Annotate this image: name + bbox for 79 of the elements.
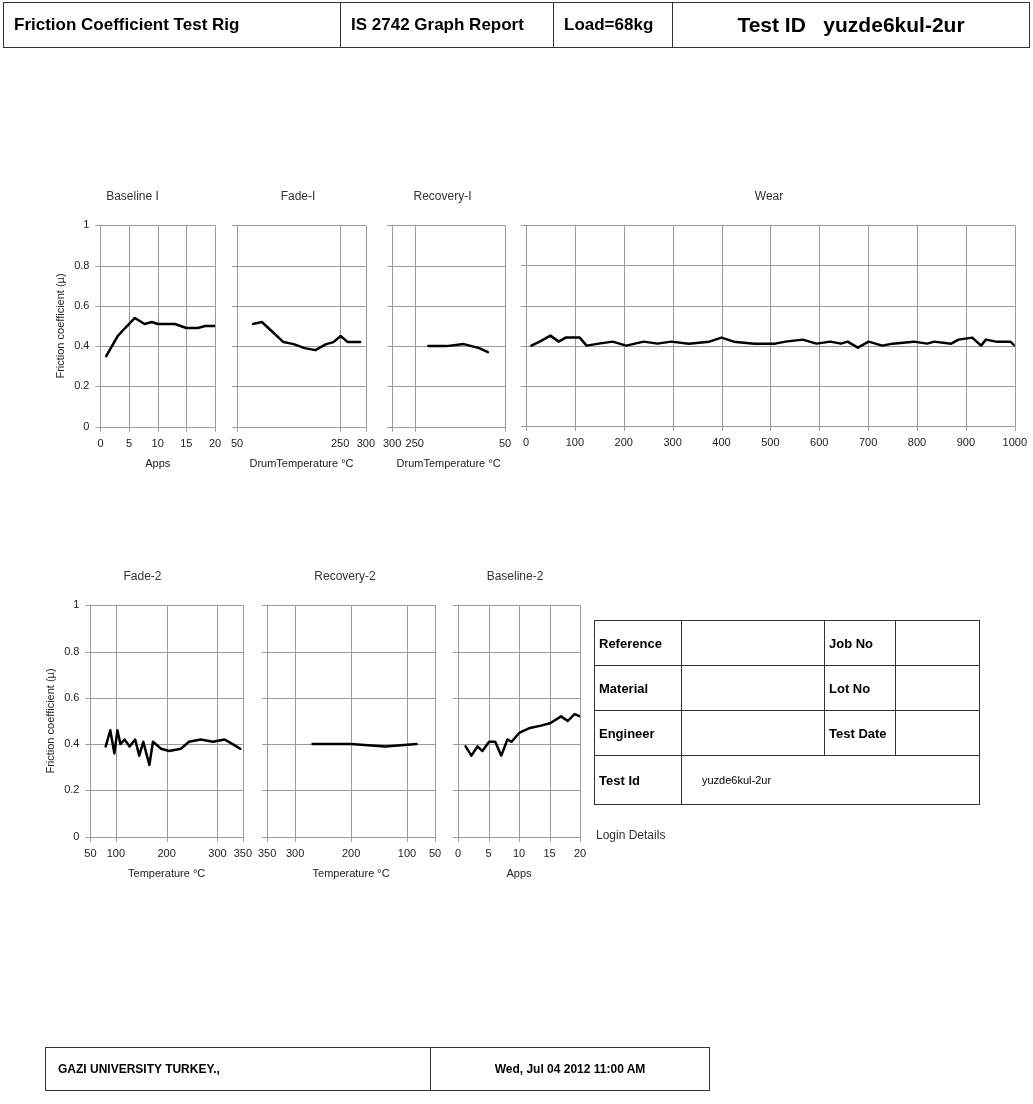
y-tick-label: 1 <box>83 218 90 231</box>
x-tick-label: 10 <box>151 437 164 450</box>
x-tick-label: 250 <box>405 437 424 450</box>
y-tick-label: 0.4 <box>74 339 90 352</box>
x-tick-label: 15 <box>180 437 193 450</box>
x-tick-label: 100 <box>565 436 585 449</box>
text: Wed, Jul 04 2012 11:00 AM <box>493 1061 647 1078</box>
x-tick-label: 50 <box>428 847 442 860</box>
x-tick-label: 250 <box>330 437 350 450</box>
x-tick-label: 5 <box>126 437 133 450</box>
text: Test ID yuzde6kul-2ur <box>736 12 966 38</box>
y-tick-label: 0.4 <box>64 737 80 750</box>
x-tick-label: 5 <box>485 847 492 860</box>
text: Test Id <box>594 755 682 805</box>
y-tick-label: 0.2 <box>74 379 90 392</box>
text: Lot No <box>824 665 896 711</box>
x-tick-label: 0 <box>454 847 462 860</box>
text: Friction Coefficient Test Rig <box>4 3 341 47</box>
y-tick-label: 0.8 <box>64 644 80 657</box>
x-tick-label: 800 <box>907 436 927 449</box>
x-tick-label: 900 <box>956 436 976 449</box>
x-tick-label: 300 <box>663 436 682 449</box>
x-axis-title: Apps <box>506 867 533 880</box>
x-tick-label: 700 <box>858 436 878 449</box>
y-tick-label: 0 <box>83 419 90 432</box>
x-tick-label: 50 <box>230 437 244 450</box>
x-tick-label: 350 <box>258 847 277 860</box>
x-axis-title: DrumTemperature °C <box>249 457 354 470</box>
text: Load=68kg <box>554 3 673 47</box>
x-tick-label: 100 <box>397 847 417 860</box>
y-tick-label: 1 <box>73 598 80 611</box>
y-tick-label: 0 <box>73 829 80 842</box>
y-tick-label: 0.8 <box>74 258 90 271</box>
x-tick-label: 200 <box>157 847 176 860</box>
x-axis-title: Apps <box>145 457 171 470</box>
text: Login Details <box>596 828 667 842</box>
x-tick-label: 0 <box>97 437 104 450</box>
x-tick-label: 350 <box>233 847 252 860</box>
x-tick-label: 200 <box>341 847 361 860</box>
x-tick-label: 15 <box>543 847 556 860</box>
x-axis-title: DrumTemperature °C <box>396 457 501 470</box>
text: IS 2742 Graph Report <box>341 3 554 47</box>
text: Reference <box>594 620 682 666</box>
x-tick-label: 600 <box>810 436 829 449</box>
x-tick-label: 300 <box>383 437 402 450</box>
x-axis-title: Temperature °C <box>312 867 390 880</box>
y-axis-title: Friction coefficient (µ) <box>53 273 66 379</box>
x-axis-title: Temperature °C <box>128 867 206 880</box>
x-tick-label: 1000 <box>1002 436 1028 449</box>
chart-title: Recovery-I <box>413 188 472 203</box>
text: Material <box>594 665 682 711</box>
y-tick-label: 0.6 <box>74 298 90 311</box>
x-tick-label: 300 <box>208 847 227 860</box>
chart-title: Wear <box>754 188 784 203</box>
x-tick-label: 300 <box>356 437 375 450</box>
chart-title: Fade-2 <box>123 568 162 583</box>
text: GAZI UNIVERSITY TURKEY., <box>46 1048 431 1090</box>
text: yuzde6kul-2ur <box>681 755 980 805</box>
x-tick-label: 400 <box>712 436 731 449</box>
x-tick-label: 300 <box>285 847 305 860</box>
chart-title: Fade-I <box>280 188 316 203</box>
y-tick-label: 0.6 <box>64 690 80 703</box>
x-tick-label: 200 <box>614 436 633 449</box>
chart-title: Baseline I <box>106 188 159 203</box>
x-tick-label: 10 <box>512 847 526 860</box>
chart-title: Recovery-2 <box>314 568 376 583</box>
text: Test Date <box>824 710 896 756</box>
x-tick-label: 50 <box>84 847 97 860</box>
x-tick-label: 100 <box>106 847 126 860</box>
x-tick-label: 50 <box>498 437 512 450</box>
y-axis-title: Friction coefficient (µ) <box>43 668 56 774</box>
x-tick-label: 20 <box>573 847 587 860</box>
y-tick-label: 0.2 <box>64 783 80 796</box>
x-tick-label: 20 <box>208 437 222 450</box>
text: Engineer <box>594 710 682 756</box>
x-tick-label: 0 <box>522 436 530 449</box>
x-tick-label: 500 <box>761 436 780 449</box>
chart-title: Baseline-2 <box>486 568 544 583</box>
text: Job No <box>824 620 896 666</box>
